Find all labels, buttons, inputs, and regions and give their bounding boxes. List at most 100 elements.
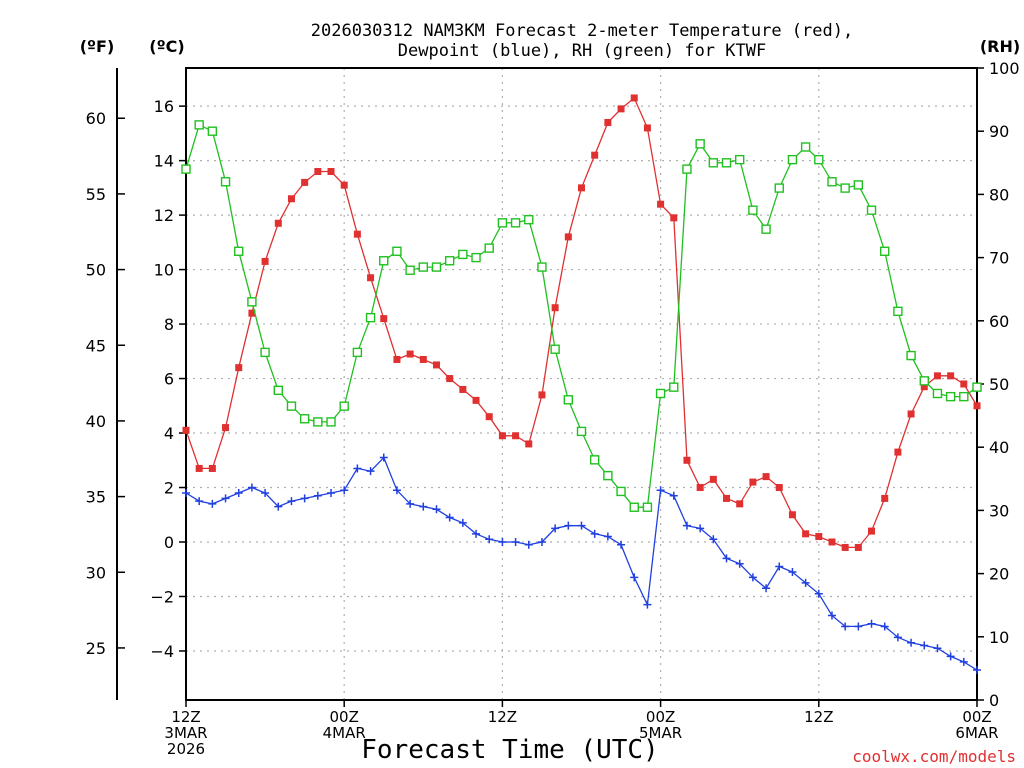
dewpoint-point — [537, 538, 546, 546]
axes — [116, 67, 978, 701]
2-meter-temperature-point — [657, 200, 665, 208]
fahrenheit-tick-label: 35 — [86, 488, 106, 507]
2-meter-temperature-point — [854, 543, 862, 551]
2-meter-temperature-point — [604, 118, 612, 126]
rh-point — [932, 388, 943, 399]
fahrenheit-tick-label: 45 — [86, 336, 106, 355]
dewpoint-point — [392, 486, 401, 495]
dewpoint-point — [854, 622, 863, 631]
dewpoint-line — [185, 456, 978, 671]
2-meter-temperature-point — [868, 527, 876, 535]
2-meter-temperature-point — [261, 257, 269, 265]
dewpoint-point — [300, 494, 309, 503]
2-meter-temperature-point — [762, 473, 770, 481]
rh-point — [471, 252, 481, 263]
rh-point — [313, 417, 323, 427]
dewpoint-point — [709, 535, 718, 544]
series-2-meter-temperature — [182, 94, 981, 551]
2-meter-temperature-point — [696, 484, 704, 492]
2-meter-temperature-line — [185, 96, 978, 549]
2-meter-temperature-point — [617, 105, 625, 113]
source-credit: coolwx.com/models — [852, 747, 1016, 766]
2-meter-temperature-point — [683, 456, 691, 464]
rh-point — [510, 218, 521, 228]
2-meter-temperature-point — [802, 530, 810, 538]
2-meter-temperature-point — [274, 219, 282, 227]
rh-tick-label: 30 — [989, 501, 1009, 520]
rh-tick-label: 60 — [989, 312, 1009, 331]
x-tick-label: 00Z — [962, 708, 991, 726]
2-meter-temperature-point — [960, 380, 968, 388]
rh-tick-label: 90 — [989, 122, 1009, 141]
celsius-tick-label: 4 — [164, 424, 174, 443]
chart-title-line2: Dewpoint (blue), RH (green) for KTWF — [398, 41, 766, 61]
rh-point — [959, 391, 969, 402]
rh-point — [550, 344, 560, 354]
dewpoint-point — [182, 488, 190, 497]
2-meter-temperature-point — [881, 494, 889, 502]
celsius-tick-label: 14 — [154, 152, 174, 171]
dewpoint-point — [656, 486, 665, 495]
rh-point — [392, 246, 402, 256]
rh-point — [774, 183, 784, 193]
rh-point — [458, 249, 468, 260]
dewpoint-point — [195, 497, 204, 506]
2-meter-temperature-point — [340, 181, 348, 189]
2-meter-temperature-point — [538, 391, 546, 399]
dewpoint-point — [234, 488, 243, 497]
dewpoint-point — [814, 589, 823, 598]
2-meter-temperature-point — [894, 448, 902, 456]
series-dewpoint — [182, 453, 981, 675]
dewpoint-point — [973, 666, 981, 675]
rh-point — [853, 180, 864, 190]
fahrenheit-tick-label: 50 — [86, 261, 106, 280]
x-tick-label: 12Z — [804, 708, 833, 726]
rh-point — [642, 502, 653, 512]
2-meter-temperature-point — [353, 230, 361, 238]
rh-point — [866, 205, 877, 215]
rh-point — [563, 395, 574, 405]
2-meter-temperature-point — [643, 124, 651, 132]
dewpoint-point — [458, 518, 467, 527]
rh-point — [708, 158, 719, 168]
rh-point — [919, 376, 929, 386]
x-tick-label: 3MAR — [164, 724, 207, 742]
2-meter-temperature-point — [578, 184, 585, 192]
x-tick-label: 4MAR — [323, 724, 366, 742]
2-meter-temperature-point — [393, 355, 401, 363]
dewpoint-point — [893, 633, 902, 642]
2-meter-temperature-point — [248, 309, 256, 317]
rh-tick-label: 10 — [989, 628, 1009, 647]
2-meter-temperature-point — [551, 304, 559, 312]
dewpoint-point — [959, 657, 968, 666]
dewpoint-point — [313, 491, 322, 500]
2-meter-temperature-point — [406, 350, 414, 358]
2-meter-temperature-point — [788, 511, 796, 519]
2-meter-temperature-point — [327, 168, 335, 176]
2-meter-temperature-point — [485, 413, 493, 421]
dewpoint-point — [208, 499, 217, 508]
gridlines — [186, 68, 977, 700]
dewpoint-point — [722, 554, 731, 563]
rh-point — [339, 401, 349, 411]
plot-frame — [185, 67, 978, 701]
rh-point — [524, 214, 534, 225]
2-meter-temperature-point — [920, 383, 928, 391]
dewpoint-point — [762, 584, 771, 593]
dewpoint-point — [788, 567, 797, 576]
2-meter-temperature-point — [670, 214, 678, 222]
dewpoint-point — [445, 513, 454, 522]
dewpoint-point — [827, 611, 836, 620]
dewpoint-point — [247, 483, 256, 492]
rh-point — [840, 183, 850, 193]
2-meter-temperature-point — [907, 410, 915, 418]
x-tick-label: 00Z — [646, 708, 675, 726]
dewpoint-point — [696, 524, 705, 533]
rh-point — [893, 306, 903, 317]
2-meter-temperature-point — [947, 372, 955, 380]
celsius-tick-label: −2 — [150, 587, 174, 606]
2-meter-temperature-point — [498, 432, 506, 440]
rh-point — [234, 246, 244, 256]
x-tick-label: 6MAR — [955, 724, 998, 742]
rh-point — [761, 224, 771, 234]
